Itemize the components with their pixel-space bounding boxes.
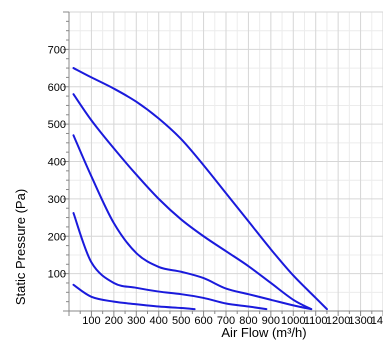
x-axis-title: Air Flow (m³/h)	[221, 325, 306, 340]
series-line-3	[72, 134, 313, 311]
x-tick-label: 400	[150, 315, 168, 327]
y-tick-label: 200	[48, 231, 66, 243]
x-tick-label: 200	[105, 315, 123, 327]
x-tick-label: 1300	[348, 315, 372, 327]
x-tick-label: 600	[194, 315, 212, 327]
y-tick-label: 100	[48, 269, 66, 281]
series-line-2	[72, 93, 313, 311]
x-tick-label: 500	[172, 315, 190, 327]
x-tick-label: 700	[217, 315, 235, 327]
y-tick-label: 600	[48, 82, 66, 94]
y-tick-label: 300	[48, 194, 66, 206]
series-lines	[72, 67, 328, 311]
y-tick-label: 500	[48, 119, 66, 131]
tick-labels: 100 200 300 400 500 600 700 100 200 300 400 500 600 7…	[48, 44, 383, 327]
series-line-5	[72, 283, 196, 311]
x-tick-label: 1100	[304, 315, 328, 327]
grid	[69, 11, 383, 311]
series-line-1	[72, 67, 328, 311]
series-line-4	[72, 212, 268, 311]
x-tick-label: 1200	[326, 315, 350, 327]
axes	[63, 11, 383, 316]
y-axis-title: Static Pressure (Pa)	[13, 189, 28, 305]
x-tick-label: 100	[82, 315, 100, 327]
x-tick-label: 1000	[281, 315, 305, 327]
x-tick-label: 900	[262, 315, 280, 327]
y-tick-label: 400	[48, 157, 66, 169]
x-tick-label: 300	[127, 315, 145, 327]
y-tick-label: 700	[48, 44, 66, 56]
x-tick-label: 1400	[371, 315, 383, 327]
x-tick-label: 800	[239, 315, 257, 327]
